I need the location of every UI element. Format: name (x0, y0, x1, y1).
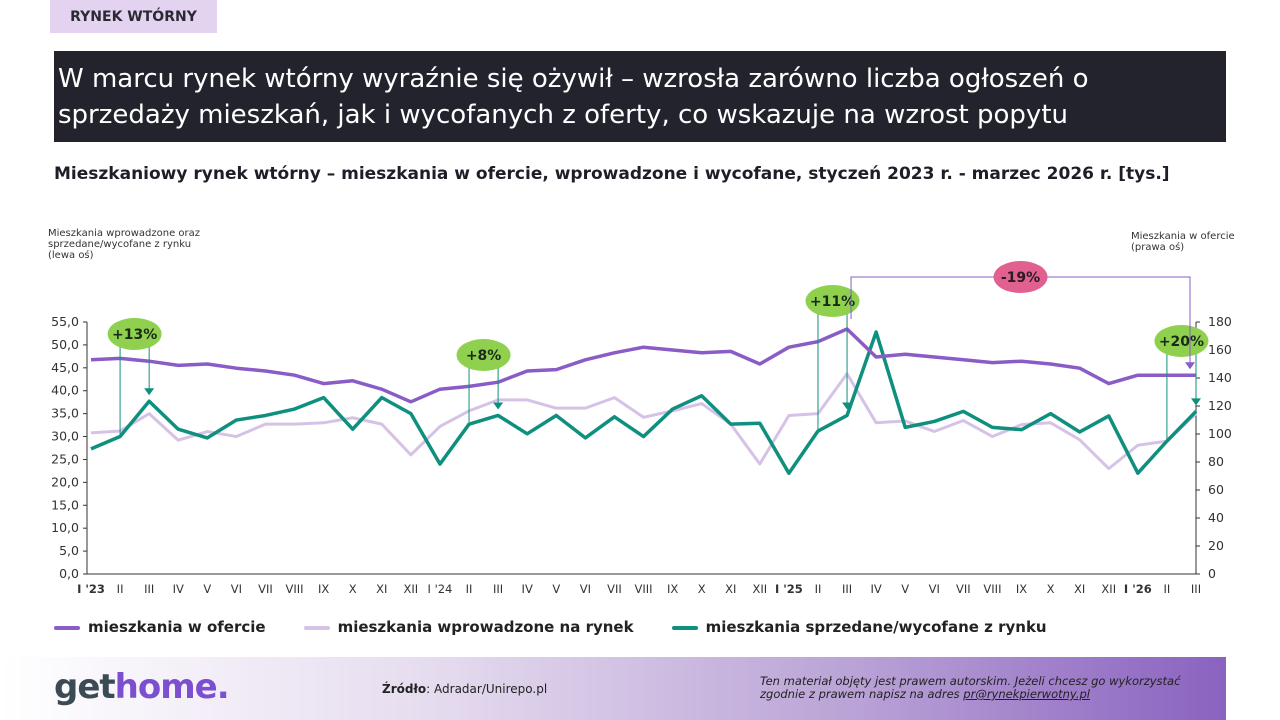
x-tick-label: IX (1016, 582, 1027, 596)
x-tick-label: XII (1101, 582, 1116, 596)
x-tick-label: X (698, 582, 706, 596)
series-line-1 (90, 372, 1198, 471)
left-axis-label: Mieszkania wprowadzone oraz sprzedane/wy… (48, 228, 201, 261)
annotation-label: +13% (112, 327, 157, 343)
annotation-bubble (1154, 325, 1209, 357)
legend-item-offer: mieszkania w ofercie (54, 618, 266, 636)
x-tick-label: II (1164, 582, 1171, 596)
annotation-label: +20% (1159, 334, 1204, 350)
x-tick-label: I '26 (1124, 582, 1152, 596)
x-tick-label: VII (956, 582, 971, 596)
left-tick-label: 10,0 (51, 520, 79, 535)
x-tick-label: VI (231, 582, 242, 596)
legend-item-sold: mieszkania sprzedane/wycofane z rynku (671, 618, 1047, 636)
left-tick-label: 30,0 (51, 429, 79, 444)
right-tick-label: 160 (1208, 342, 1232, 357)
x-tick-label: VI (929, 582, 940, 596)
x-tick-label: VIII (286, 582, 304, 596)
annotation-bubble (107, 318, 162, 350)
x-tick-label: VI (580, 582, 591, 596)
x-tick-label: XI (725, 582, 736, 596)
left-tick-label: 20,0 (51, 474, 79, 489)
x-tick-label: XI (1074, 582, 1085, 596)
x-tick-label: III (1191, 582, 1201, 596)
x-tick-label: I '23 (77, 582, 105, 596)
x-tick-label: III (842, 582, 852, 596)
x-tick-label: XI (376, 582, 387, 596)
headline-banner: W marcu rynek wtórny wyraźnie się ożywił… (54, 51, 1226, 142)
left-tick-label: 50,0 (51, 337, 79, 352)
arrow-head (842, 402, 853, 410)
x-tick-label: IV (870, 582, 881, 596)
left-tick-label: 15,0 (51, 497, 79, 512)
right-tick-label: 40 (1208, 510, 1224, 525)
chart-title: Mieszkaniowy rynek wtórny – mieszkania w… (54, 164, 1170, 184)
annotation-bubble (805, 285, 860, 317)
legend-marker (54, 625, 80, 630)
x-tick-label: V (552, 582, 560, 596)
x-tick-label: II (117, 582, 124, 596)
copyright-note: Ten materiał objęty jest prawem autorski… (760, 674, 1181, 701)
x-tick-label: X (1047, 582, 1055, 596)
annotation-label: -19% (1001, 270, 1040, 286)
x-tick-label: VIII (634, 582, 652, 596)
annotation-bubble (456, 339, 511, 371)
x-tick-label: IX (318, 582, 329, 596)
legend-marker (671, 625, 698, 630)
source-note: Źródło: Adradar/Unirepo.pl (382, 682, 548, 696)
headline-line-2: sprzedaży mieszkań, jak i wycofanych z o… (58, 100, 1068, 130)
x-tick-label: I '25 (775, 582, 803, 596)
right-tick-label: 180 (1208, 314, 1232, 329)
right-tick-label: 80 (1208, 454, 1224, 469)
right-tick-label: 0 (1208, 566, 1216, 581)
arrow-head (1191, 398, 1201, 406)
x-tick-label: II (815, 582, 822, 596)
series-line-0 (90, 327, 1196, 404)
left-tick-label: 35,0 (51, 406, 79, 421)
left-tick-label: 0,0 (59, 566, 79, 581)
left-tick-label: 55,0 (51, 314, 79, 329)
arrow-head (144, 388, 155, 396)
arrow-head (1185, 362, 1195, 370)
right-tick-label: 20 (1208, 538, 1224, 553)
x-tick-label: V (203, 582, 211, 596)
left-tick-label: 45,0 (51, 360, 79, 375)
left-tick-label: 25,0 (51, 451, 79, 466)
series-line-2 (90, 330, 1198, 475)
x-tick-label: V (901, 582, 909, 596)
x-tick-label: III (493, 582, 503, 596)
headline-line-1: W marcu rynek wtórny wyraźnie się ożywił… (58, 64, 1089, 94)
annotation-bubble (993, 261, 1048, 293)
right-tick-label: 120 (1208, 398, 1232, 413)
gethome-logo: gethome. (54, 667, 230, 707)
x-tick-label: XII (752, 582, 767, 596)
right-tick-label: 100 (1208, 426, 1232, 441)
footer: gethome. Źródło: Adradar/Unirepo.pl Ten … (0, 657, 1226, 720)
arrow-head (493, 402, 504, 410)
left-tick-label: 5,0 (59, 543, 79, 558)
left-tick-label: 40,0 (51, 383, 79, 398)
legend-marker (303, 625, 330, 630)
x-tick-label: III (144, 582, 154, 596)
right-tick-label: 140 (1208, 370, 1232, 385)
section-tag: RYNEK WTÓRNY (50, 0, 217, 33)
x-tick-label: VII (607, 582, 622, 596)
email-link[interactable]: pr@rynekpierwotny.pl (963, 687, 1090, 701)
x-tick-label: IV (522, 582, 533, 596)
x-tick-label: IV (173, 582, 184, 596)
x-tick-label: VII (258, 582, 273, 596)
x-tick-label: X (349, 582, 357, 596)
right-tick-label: 60 (1208, 482, 1224, 497)
x-tick-label: II (466, 582, 473, 596)
right-axis-label: Mieszkania w ofercie (prawa oś) (1131, 231, 1235, 253)
annotation-label: +8% (466, 348, 502, 364)
annotation-label: +11% (810, 294, 855, 310)
legend-item-introduced: mieszkania wprowadzone na rynek (303, 618, 634, 636)
x-tick-label: VIII (983, 582, 1001, 596)
x-tick-label: IX (667, 582, 678, 596)
x-tick-label: XII (404, 582, 419, 596)
legend: mieszkania w ofercie mieszkania wprowadz… (54, 618, 1047, 636)
x-tick-label: I '24 (428, 582, 453, 596)
